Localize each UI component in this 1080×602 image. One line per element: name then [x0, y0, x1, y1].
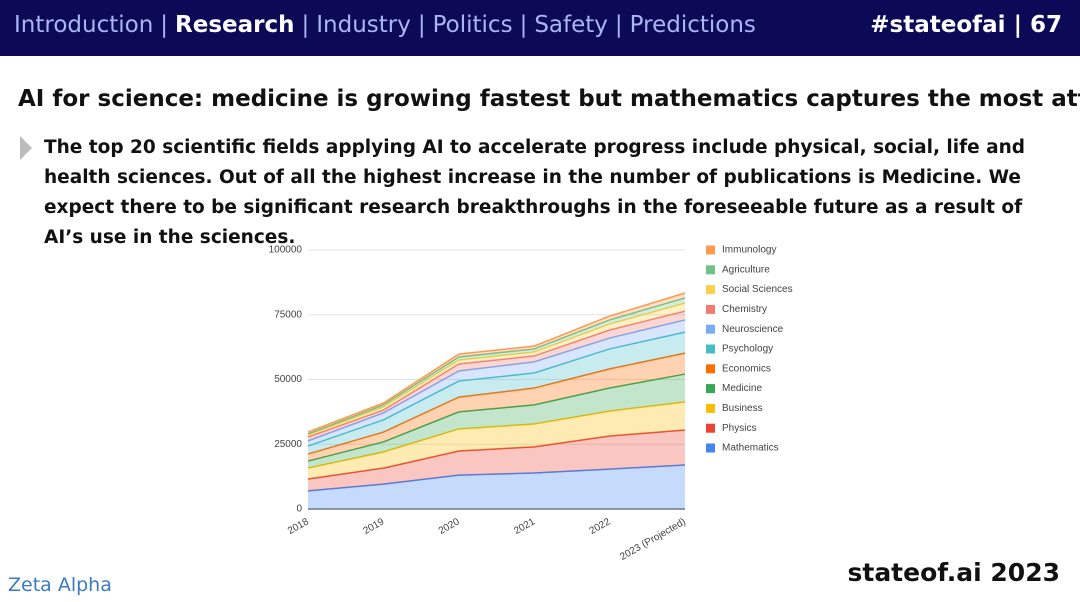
legend-label: Psychology	[722, 344, 773, 355]
slide-tag: #stateofai | 67	[870, 12, 1062, 38]
nav-item[interactable]: Predictions	[629, 12, 756, 38]
legend-swatch	[706, 443, 715, 453]
area	[308, 353, 685, 462]
legend-label: Physics	[722, 423, 756, 434]
legend-swatch	[706, 344, 715, 354]
x-tick-label: 2021	[512, 516, 537, 537]
area	[308, 319, 685, 447]
area	[308, 332, 685, 455]
y-tick-label: 25000	[274, 439, 302, 450]
area	[308, 374, 685, 469]
area-line	[307, 297, 686, 435]
y-tick-label: 0	[296, 504, 302, 515]
nav-item[interactable]: Politics	[432, 12, 513, 38]
bullet-icon	[20, 136, 32, 160]
nav-separator: |	[160, 12, 169, 38]
legend-label: Mathematics	[722, 443, 779, 454]
legend-swatch	[706, 324, 715, 334]
area	[308, 297, 685, 435]
x-tick-label: 2022	[588, 516, 613, 537]
nav: Introduction | Research | Industry | Politics |…	[14, 12, 756, 38]
nav-item[interactable]: Introduction	[14, 12, 154, 38]
area-line	[307, 331, 686, 447]
area	[308, 303, 685, 437]
legend-label: Medicine	[722, 383, 762, 394]
legend-label: Immunology	[722, 245, 776, 256]
x-tick-label: 2019	[361, 516, 386, 537]
area-line	[307, 401, 686, 469]
area-line	[307, 373, 686, 462]
area-line	[307, 302, 686, 436]
legend-label: Chemistry	[722, 304, 767, 315]
area	[308, 464, 685, 509]
x-tick-label: 2018	[286, 516, 311, 537]
legend-label: Economics	[722, 363, 771, 374]
slide-title: AI for science: medicine is growing fast…	[18, 86, 1080, 112]
legend-label: Social Sciences	[722, 284, 793, 295]
area-line	[307, 319, 686, 442]
x-tick-label: 2023 (Projected)	[618, 516, 688, 562]
bullet-text: The top 20 scientific fields applying AI…	[44, 137, 1026, 248]
legend-swatch	[706, 304, 715, 314]
legend-label: Neuroscience	[722, 324, 784, 335]
legend-swatch	[706, 423, 715, 433]
area	[308, 311, 685, 441]
legend-label: Business	[722, 403, 763, 414]
legend-swatch	[706, 285, 715, 295]
legend-swatch	[706, 364, 715, 374]
area	[308, 430, 685, 491]
legend-label: Agriculture	[722, 264, 770, 275]
area-line	[307, 352, 686, 455]
nav-separator: |	[519, 12, 528, 38]
nav-item[interactable]: Safety	[534, 12, 608, 38]
nav-item[interactable]: Industry	[316, 12, 411, 38]
y-tick-label: 100000	[269, 245, 303, 256]
nav-separator: |	[301, 12, 310, 38]
x-tick-label: 2020	[437, 516, 462, 537]
legend-swatch	[706, 265, 715, 275]
nav-item[interactable]: Research	[175, 12, 295, 38]
y-tick-label: 50000	[274, 374, 302, 385]
legend-swatch	[706, 403, 715, 413]
header-bar: Introduction | Research | Industry | Politics |…	[0, 0, 1080, 56]
area	[308, 292, 685, 434]
nav-separator: |	[614, 12, 623, 38]
area-line	[307, 429, 686, 480]
y-tick-label: 75000	[274, 309, 302, 320]
legend-swatch	[706, 384, 715, 394]
legend-swatch	[706, 245, 715, 255]
brand: stateof.ai 2023	[847, 558, 1060, 587]
area-line	[307, 292, 686, 433]
area	[308, 402, 685, 479]
nav-separator: |	[417, 12, 426, 38]
area-line	[307, 464, 686, 492]
logo: Zeta Alpha	[8, 574, 112, 596]
area-line	[307, 310, 686, 438]
